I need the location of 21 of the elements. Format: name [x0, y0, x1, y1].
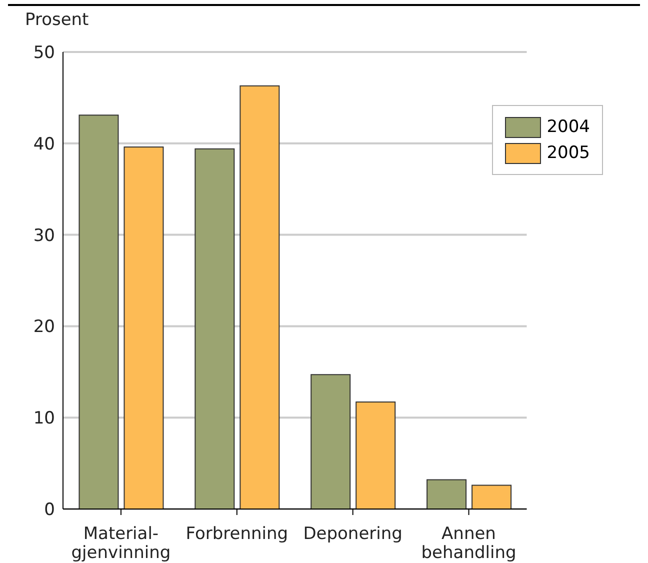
bar — [426, 479, 467, 509]
bar — [472, 484, 512, 509]
x-tick-label: Forbrenning — [186, 524, 288, 544]
bar — [356, 402, 396, 509]
bar — [124, 146, 164, 509]
y-tick-label: 40 — [33, 134, 55, 154]
y-tick-label: 50 — [33, 43, 55, 64]
y-tick-label: 20 — [33, 317, 55, 338]
bar — [240, 85, 280, 509]
y-tick-label: 30 — [33, 226, 55, 246]
x-tick-label: Annen behandling — [421, 524, 516, 563]
y-tick-label: 0 — [44, 500, 55, 520]
y-axis-title: Prosent — [25, 10, 89, 30]
x-tick-label: Material- gjenvinning — [71, 524, 171, 563]
y-tick-label: 10 — [33, 408, 55, 429]
legend-label: 2005 — [546, 142, 590, 165]
bar — [194, 148, 235, 509]
bar — [78, 114, 119, 509]
x-tick-label: Deponering — [303, 524, 402, 544]
bar — [310, 374, 351, 509]
legend-label: 2004 — [546, 116, 590, 139]
